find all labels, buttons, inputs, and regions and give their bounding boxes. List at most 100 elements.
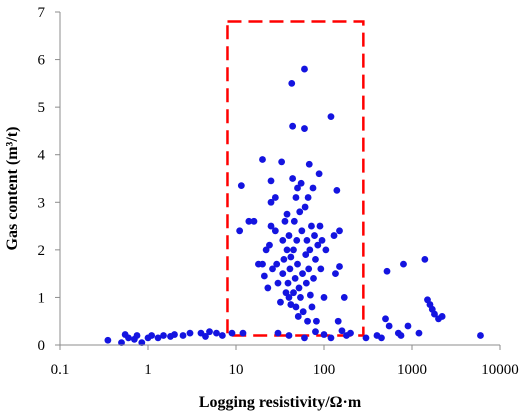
data-point: [264, 284, 272, 292]
data-point: [186, 329, 194, 337]
data-point: [287, 301, 295, 308]
data-point: [383, 267, 391, 275]
y-tick-label: 7: [38, 5, 46, 21]
y-tick-label: 6: [38, 53, 46, 69]
data-point: [287, 253, 295, 261]
data-point: [154, 334, 162, 342]
data-point: [291, 275, 299, 282]
data-point: [288, 79, 296, 87]
data-point: [330, 232, 338, 239]
data-point: [292, 303, 300, 311]
data-point: [267, 198, 275, 206]
data-point: [477, 332, 484, 339]
data-point: [397, 332, 405, 339]
data-point: [317, 265, 325, 273]
data-point: [327, 334, 335, 342]
y-axis-title: Gas content (m³/t): [4, 127, 21, 251]
data-point: [239, 329, 247, 337]
data-point: [304, 194, 312, 201]
data-point: [302, 251, 310, 259]
data-point: [327, 113, 335, 121]
data-point: [271, 227, 279, 235]
data-point: [271, 194, 279, 201]
data-point: [267, 177, 275, 185]
data-point: [294, 260, 301, 268]
data-point: [228, 329, 236, 337]
data-point: [280, 255, 288, 263]
data-point: [320, 294, 328, 301]
data-point: [286, 265, 294, 273]
data-point: [125, 334, 132, 342]
data-point: [285, 294, 293, 301]
data-point: [312, 255, 319, 263]
data-point: [400, 260, 407, 268]
data-point: [316, 222, 324, 230]
data-point: [118, 339, 125, 347]
data-point: [308, 303, 316, 311]
data-point: [340, 294, 348, 301]
data-point: [148, 332, 156, 339]
data-point: [290, 246, 297, 254]
data-point: [304, 317, 311, 325]
data-point: [305, 160, 313, 168]
data-point: [312, 328, 319, 336]
data-point: [318, 236, 326, 244]
data-point: [171, 331, 178, 338]
data-point: [362, 334, 370, 342]
data-point: [322, 246, 330, 254]
data-point: [404, 322, 412, 330]
data-point: [284, 279, 292, 287]
data-point: [421, 255, 429, 263]
data-point: [259, 260, 266, 268]
data-point: [308, 222, 315, 230]
data-point: [260, 272, 268, 280]
data-point: [283, 246, 291, 254]
data-point: [236, 227, 244, 235]
data-point: [279, 236, 287, 244]
highlight-box: [226, 20, 365, 337]
data-point: [314, 241, 322, 249]
x-tick-label: 1000: [397, 362, 427, 378]
data-point: [297, 179, 305, 187]
y-tick-label: 5: [38, 100, 46, 116]
data-point: [306, 291, 314, 299]
data-point: [213, 329, 220, 337]
x-tick-label: 0.1: [51, 362, 70, 378]
data-point: [301, 65, 308, 73]
data-point: [250, 217, 258, 225]
data-point: [313, 317, 320, 325]
data-point: [298, 227, 306, 235]
data-point: [262, 246, 270, 254]
data-point: [297, 294, 304, 301]
data-point: [303, 236, 311, 244]
data-point: [277, 298, 284, 306]
x-tick-label: 100: [313, 362, 336, 378]
data-point: [218, 332, 226, 339]
data-point: [332, 270, 339, 278]
data-point: [415, 329, 423, 337]
data-point: [294, 184, 301, 192]
data-point: [347, 329, 354, 337]
data-point: [274, 279, 282, 287]
data-point: [385, 322, 393, 330]
data-point: [315, 170, 323, 178]
data-point: [311, 232, 318, 239]
data-point: [202, 333, 209, 340]
data-point: [259, 156, 266, 163]
y-tick-label: 2: [38, 243, 46, 259]
data-point: [179, 332, 187, 339]
data-point: [438, 313, 446, 320]
data-point: [299, 308, 307, 316]
data-point: [333, 186, 341, 194]
data-point: [299, 270, 306, 278]
data-point: [274, 329, 282, 337]
data-point: [305, 265, 313, 273]
data-point: [431, 310, 438, 318]
data-point: [382, 315, 389, 323]
data-point: [278, 158, 286, 166]
data-point: [296, 208, 304, 216]
data-point: [309, 184, 317, 192]
data-point: [281, 217, 289, 225]
points-layer: [104, 65, 484, 347]
